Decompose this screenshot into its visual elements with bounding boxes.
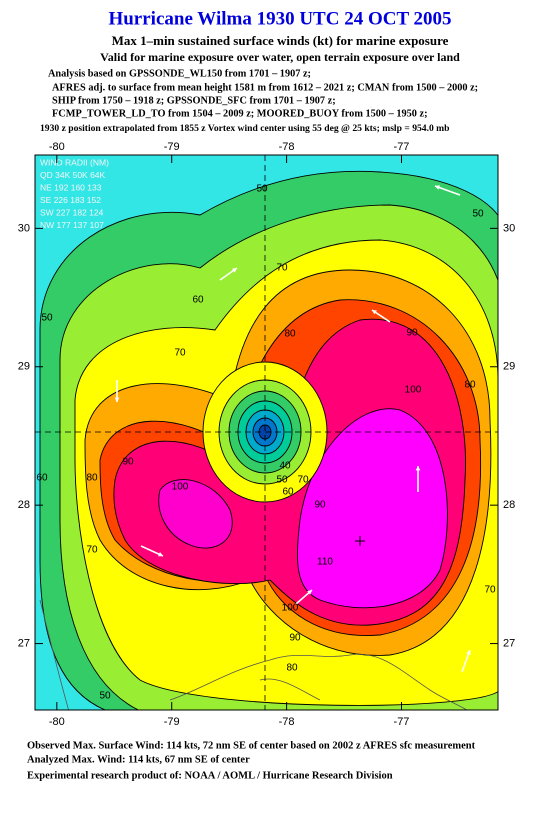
analysis-line: SHIP from 1750 – 1918 z; GPSSONDE_SFC fr… xyxy=(52,95,336,106)
wind-arrow-head xyxy=(372,310,377,315)
y-tick-label: 29 xyxy=(503,361,515,373)
contour-label: 50 xyxy=(256,184,268,195)
coastline xyxy=(39,599,70,710)
coastline xyxy=(39,599,468,710)
contour-label: 90 xyxy=(122,457,134,468)
contour-label: 90 xyxy=(406,328,418,339)
coastline xyxy=(169,653,468,710)
contour-label: 40 xyxy=(279,461,291,472)
wind-radii-line: NE 192 160 133 xyxy=(40,182,102,192)
contour-label: 100 xyxy=(172,482,189,493)
contour-label: 80 xyxy=(464,380,476,391)
x-tick-label: -77 xyxy=(394,716,410,728)
contour-label: 90 xyxy=(289,633,301,644)
wind-radii-line: SE 226 183 152 xyxy=(40,195,101,205)
x-tick-label: -80 xyxy=(49,141,65,153)
contour-label: 80 xyxy=(86,473,98,484)
wind-radii-line: QD 34K 50K 64K xyxy=(40,170,106,180)
analysis-line: AFRES adj. to surface from mean height 1… xyxy=(52,82,478,93)
contour-label: 50 xyxy=(41,313,53,324)
wind-arrow-head xyxy=(158,552,163,557)
footer-line: Experimental research product of: NOAA /… xyxy=(27,770,393,781)
wind-radii-line: WIND RADII (NM) xyxy=(40,157,109,167)
x-tick-label: -78 xyxy=(279,716,295,728)
y-tick-label: 28 xyxy=(18,499,30,511)
x-tick-label: -79 xyxy=(164,716,180,728)
y-tick-label: 30 xyxy=(18,222,30,234)
y-tick-label: 27 xyxy=(18,637,30,649)
contour-label: 70 xyxy=(297,475,309,486)
level-110 xyxy=(296,408,448,609)
wind-radii-line: SW 227 182 124 xyxy=(40,207,104,217)
contour-label: 50 xyxy=(99,691,111,702)
contour-label: 100 xyxy=(405,385,422,396)
subtitle: Max 1–min sustained surface winds (kt) f… xyxy=(112,33,449,48)
analysis-line: Analysis based on GPSSONDE_WL150 from 17… xyxy=(48,68,311,79)
y-tick-label: 27 xyxy=(503,637,515,649)
title: Hurricane Wilma 1930 UTC 24 OCT 2005 xyxy=(108,8,451,29)
contour-label: 60 xyxy=(282,487,294,498)
coastline xyxy=(259,678,321,701)
contour-label: 50 xyxy=(276,475,288,486)
x-tick-label: -77 xyxy=(394,141,410,153)
x-tick-label: -80 xyxy=(49,716,65,728)
analysis-line: FCMP_TOWER_LD_TO from 1504 – 2009 z; MOO… xyxy=(52,108,428,119)
y-tick-label: 28 xyxy=(503,499,515,511)
x-tick-label: -78 xyxy=(279,141,295,153)
contour-label: 70 xyxy=(86,545,98,556)
analysis-line: 1930 z position extrapolated from 1855 z… xyxy=(40,123,450,134)
contour-label: 70 xyxy=(276,263,288,274)
contour-label: 110 xyxy=(317,557,333,568)
level-100-inner xyxy=(158,479,233,549)
note: Valid for marine exposure over water, op… xyxy=(100,50,460,64)
wind-arrow-head xyxy=(466,650,471,655)
max-wind-marker xyxy=(355,536,365,546)
wind-arrow-head xyxy=(435,185,440,190)
footer-line: Analyzed Max. Wind: 114 kts, 67 nm SE of… xyxy=(27,754,250,765)
wind-radii-line: NW 177 137 107 xyxy=(40,220,104,230)
wind-arrow-head xyxy=(307,590,312,595)
contour-label: 60 xyxy=(192,295,204,306)
y-tick-label: 29 xyxy=(18,361,30,373)
wind-arrow xyxy=(434,185,461,196)
contour-label: 90 xyxy=(314,500,326,511)
labels: WIND RADII (NM) QD 34K 50K 64K NE 192 160 … xyxy=(40,157,471,673)
contour-label: 80 xyxy=(286,663,298,674)
wind-arrow-head xyxy=(232,268,237,273)
contour-label: 80 xyxy=(284,329,296,340)
footer-line: Observed Max. Surface Wind: 114 kts, 72 … xyxy=(27,740,476,751)
contour-label: 60 xyxy=(36,473,48,484)
y-tick-label: 30 xyxy=(503,222,515,234)
wind-field xyxy=(35,155,498,710)
contour-label: 50 xyxy=(472,209,484,220)
contour-label: 70 xyxy=(484,585,496,596)
contour-label: 100 xyxy=(282,603,299,614)
wind-arrow-head xyxy=(415,466,421,471)
wind-arrow-head xyxy=(114,397,120,402)
x-tick-label: -79 xyxy=(164,141,180,153)
map-frame xyxy=(34,154,499,711)
contour-label: 70 xyxy=(174,348,186,359)
